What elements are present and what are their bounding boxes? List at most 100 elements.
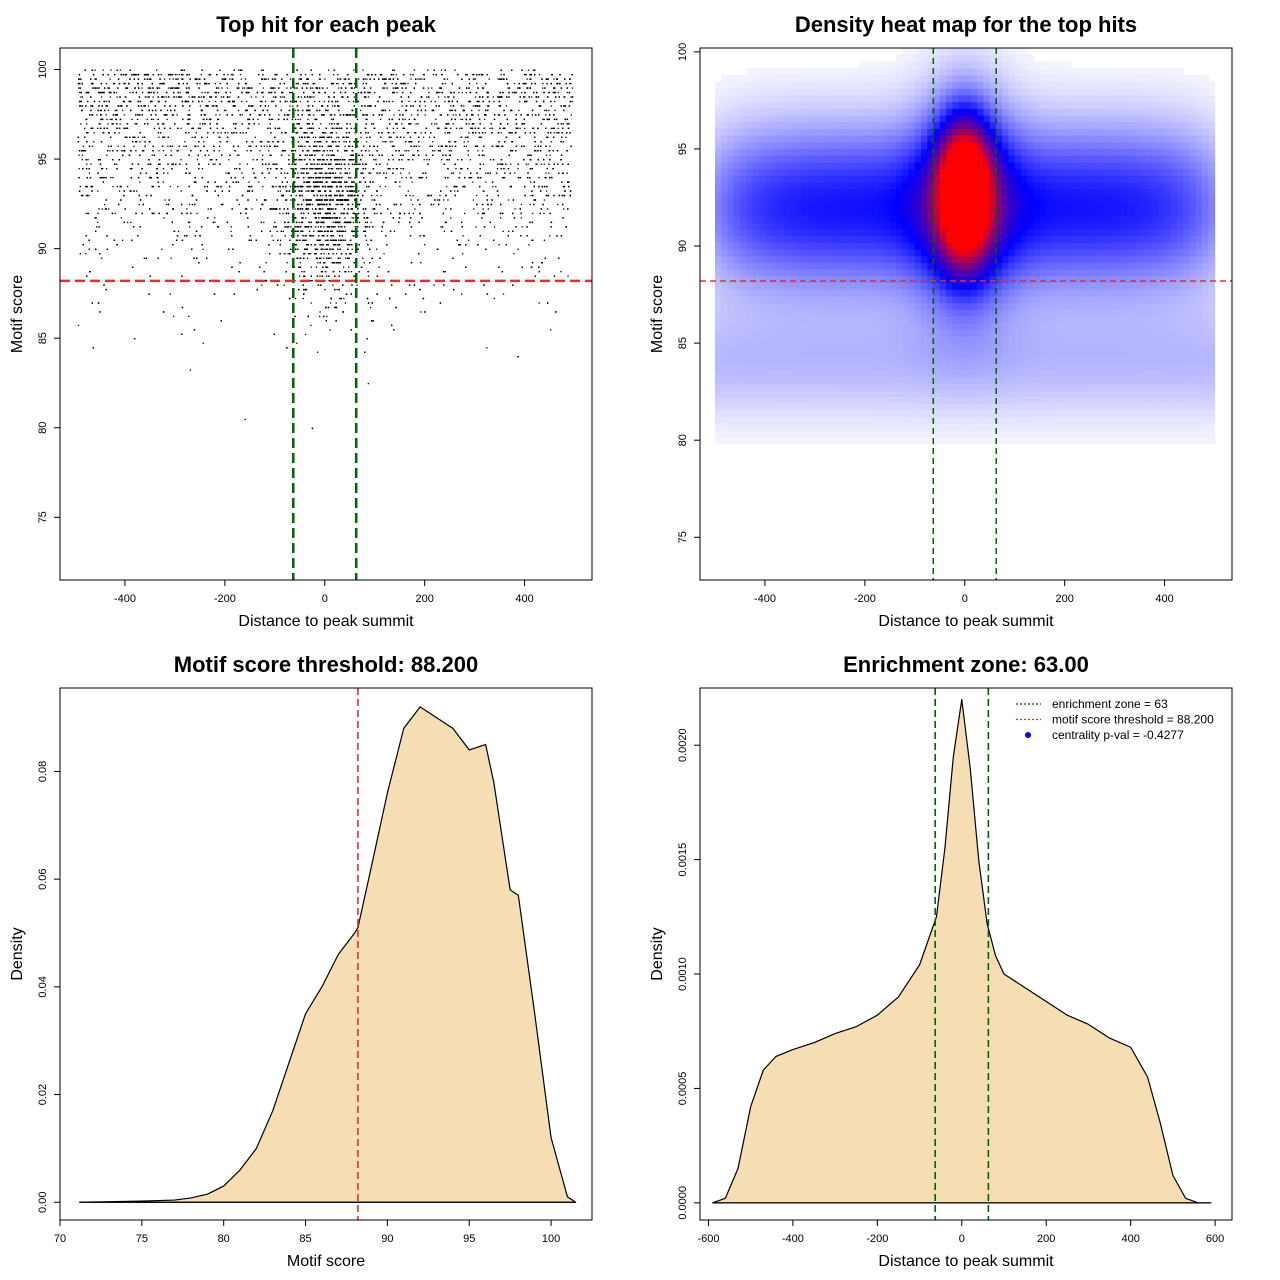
scatter-point: [236, 154, 239, 156]
scatter-point: [204, 114, 206, 116]
scatter-point: [401, 123, 403, 125]
scatter-point: [326, 315, 328, 318]
scatter-point: [501, 145, 503, 147]
scatter-point: [328, 190, 331, 192]
scatter-point: [312, 136, 315, 138]
scatter-point: [214, 82, 216, 85]
scatter-point: [122, 100, 124, 103]
scatter-point: [570, 96, 572, 98]
scatter-point: [414, 208, 416, 210]
scatter-point: [83, 150, 85, 152]
scatter-point: [348, 185, 350, 188]
scatter-point: [282, 230, 285, 233]
scatter-point: [306, 141, 308, 143]
scatter-point: [311, 203, 314, 206]
scatter-point: [472, 73, 474, 76]
scatter-point: [437, 91, 439, 94]
scatter-point: [469, 159, 471, 161]
scatter-point: [118, 132, 120, 134]
scatter-point: [214, 221, 216, 224]
scatter-point: [405, 176, 408, 179]
scatter-point: [80, 96, 82, 98]
scatter-point: [436, 123, 438, 125]
scatter-point: [537, 150, 539, 152]
scatter-point: [143, 257, 145, 259]
scatter-point: [543, 118, 545, 121]
scatter-point: [350, 271, 353, 273]
scatter-point: [335, 203, 337, 206]
scatter-point: [485, 172, 487, 174]
scatter-point: [260, 69, 263, 71]
scatter-point: [227, 73, 229, 76]
scatter-point: [545, 190, 548, 192]
scatter-point: [313, 230, 315, 233]
scatter-point: [296, 123, 298, 125]
scatter-point: [166, 118, 168, 121]
scatter-point: [279, 190, 282, 192]
scatter-point: [307, 127, 309, 130]
scatter-point: [550, 105, 553, 107]
scatter-point: [473, 208, 475, 210]
scatter-point: [482, 163, 485, 165]
scatter-point: [356, 208, 359, 210]
scatter-point: [87, 159, 89, 161]
scatter-point: [530, 154, 533, 156]
scatter-point: [528, 244, 530, 246]
scatter-point: [150, 91, 153, 94]
scatter-point: [391, 82, 393, 85]
scatter-point: [383, 253, 385, 255]
scatter-point: [270, 118, 273, 121]
scatter-point: [562, 141, 565, 143]
scatter-point: [277, 145, 279, 147]
scatter-point: [315, 257, 317, 259]
scatter-point: [218, 150, 220, 152]
scatter-point: [318, 163, 320, 165]
scatter-point: [310, 185, 312, 188]
scatter-point: [508, 96, 510, 98]
scatter-point: [457, 73, 459, 76]
scatter-point: [94, 69, 96, 71]
scatter-point: [175, 96, 178, 98]
scatter-point: [290, 168, 292, 170]
scatter-point: [486, 105, 489, 107]
scatter-point: [243, 87, 246, 89]
scatter-point: [267, 105, 270, 107]
scatter-point: [360, 109, 362, 112]
scatter-point: [188, 172, 190, 174]
scatter-point: [122, 150, 124, 152]
scatter-point: [114, 109, 116, 112]
scatter-point: [230, 230, 232, 233]
scatter-point: [165, 96, 167, 98]
scatter-point: [126, 185, 129, 188]
scatter-point: [529, 78, 531, 80]
scatter-point: [462, 235, 464, 237]
scatter-point: [483, 190, 485, 192]
scatter-point: [493, 297, 495, 300]
scatter-point: [180, 127, 182, 130]
scatter-point: [542, 82, 544, 85]
scatter-point: [325, 109, 328, 112]
scatter-point: [503, 78, 505, 80]
scatter-point: [457, 159, 459, 161]
scatter-point: [322, 244, 325, 246]
scatter-point: [79, 253, 81, 255]
scatter-point: [318, 127, 320, 130]
scatter-point: [228, 159, 230, 161]
scatter-point: [422, 136, 425, 138]
scatter-point: [342, 136, 344, 138]
scatter-point: [241, 100, 243, 103]
scatter-point: [282, 212, 284, 215]
scatter-point: [371, 199, 373, 201]
scatter-point: [425, 176, 428, 179]
scatter-point: [514, 172, 516, 174]
scatter-point: [353, 212, 356, 215]
scatter-point: [520, 91, 523, 94]
scatter-point: [326, 275, 328, 277]
scatter-point: [320, 199, 322, 201]
scatter-point: [318, 315, 321, 318]
scatter-point: [384, 185, 387, 188]
scatter-point: [543, 199, 545, 201]
scatter-point: [380, 118, 382, 121]
scatter-point: [349, 244, 351, 246]
